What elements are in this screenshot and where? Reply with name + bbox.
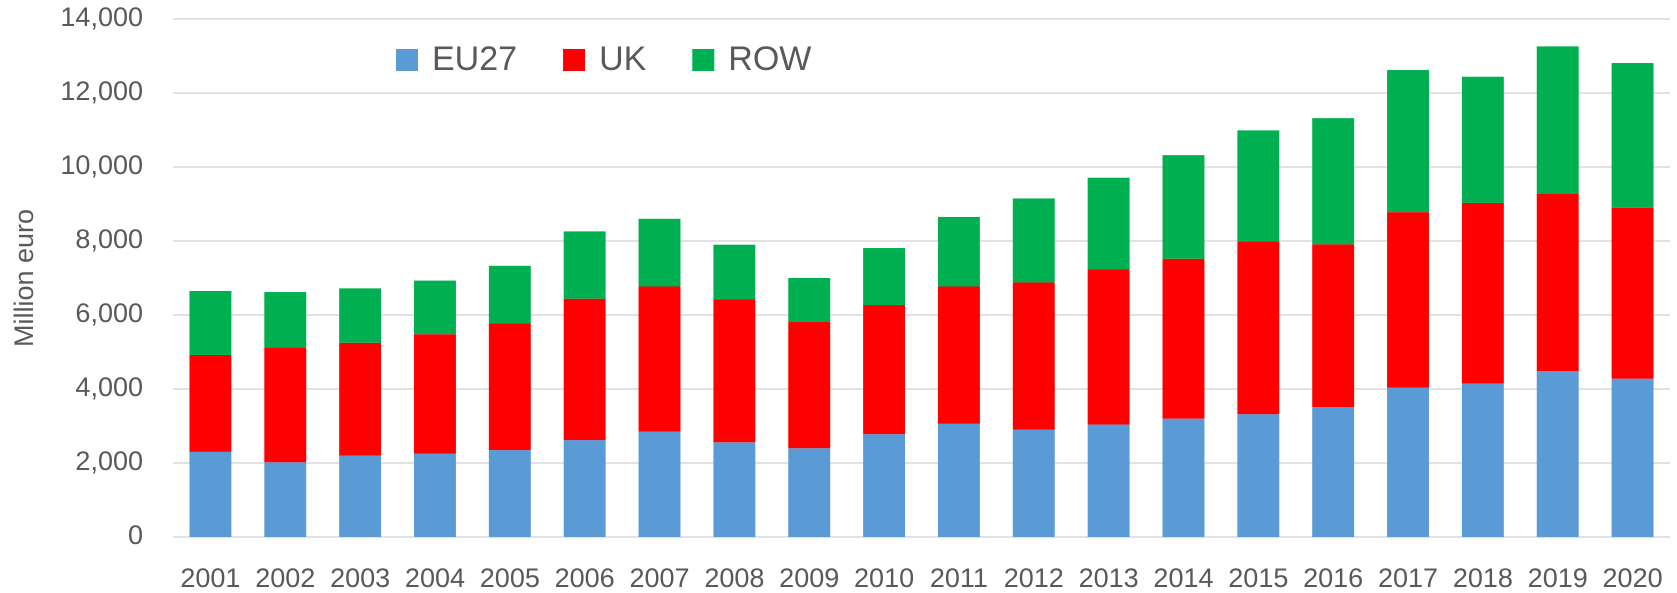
bar-segment xyxy=(488,323,531,451)
x-tick-label: 2003 xyxy=(330,563,390,593)
bar-segment xyxy=(937,423,980,537)
legend-swatch xyxy=(396,49,418,71)
bar-segment xyxy=(1087,269,1130,425)
bar-segment xyxy=(1611,207,1654,379)
bar-segment xyxy=(1387,387,1429,537)
bar-segment xyxy=(488,450,531,537)
legend-swatch xyxy=(692,49,715,71)
bar-segment xyxy=(488,265,531,324)
bar-segment xyxy=(1162,155,1205,259)
bar-segment xyxy=(1237,414,1280,537)
bar-segment xyxy=(563,231,606,299)
bar-segment xyxy=(189,451,232,537)
bar-segment xyxy=(1387,70,1429,213)
bar-segment xyxy=(563,298,606,441)
y-axis-label: Million euro xyxy=(9,209,39,347)
bar-segment xyxy=(1611,378,1654,537)
x-tick-label: 2010 xyxy=(854,563,914,593)
bar-segment xyxy=(1461,202,1504,384)
x-tick-label: 2005 xyxy=(480,563,540,593)
legend: EU27 UK ROW xyxy=(396,40,811,78)
bar-segment xyxy=(1611,63,1654,208)
x-tick-label: 2019 xyxy=(1528,563,1588,593)
bar-segment xyxy=(1012,282,1055,430)
bar-segment xyxy=(1312,407,1355,537)
bar-segment xyxy=(339,342,382,456)
bar-segment xyxy=(1536,46,1579,194)
bar-segment xyxy=(264,292,307,348)
bar-segment xyxy=(339,288,382,343)
bar-segment xyxy=(638,431,681,537)
bar-segment xyxy=(339,455,382,537)
x-tick-label: 2014 xyxy=(1153,563,1213,593)
bar-segment xyxy=(863,434,906,537)
bar-segment xyxy=(638,218,681,287)
bar-segment xyxy=(414,334,456,454)
x-tick-label: 2006 xyxy=(555,563,615,593)
bar-segment xyxy=(863,305,906,435)
bar-segment xyxy=(414,280,456,335)
bar-segment xyxy=(713,244,756,300)
bar-segment xyxy=(1312,244,1355,408)
bar-segment xyxy=(937,216,980,287)
y-tick-label: 4,000 xyxy=(75,372,143,402)
bar-segment xyxy=(1237,241,1280,415)
x-tick-label: 2009 xyxy=(779,563,839,593)
x-tick-label: 2008 xyxy=(704,563,764,593)
x-tick-label: 2015 xyxy=(1228,563,1288,593)
bar-segment xyxy=(1087,424,1130,537)
legend-label: EU27 xyxy=(432,40,517,78)
x-tick-label: 2007 xyxy=(629,563,689,593)
bar-segment xyxy=(1162,258,1205,419)
bar-segment xyxy=(1012,429,1055,537)
x-tick-label: 2011 xyxy=(930,563,988,593)
bar-segment xyxy=(1162,418,1205,537)
y-tick-label: 2,000 xyxy=(75,446,143,476)
y-tick-label: 6,000 xyxy=(75,298,143,328)
bar-segment xyxy=(788,322,831,449)
bar-segment xyxy=(1461,76,1504,203)
bar-segment xyxy=(638,286,681,432)
bar-segment xyxy=(563,440,606,537)
bar-segment xyxy=(1536,193,1579,372)
bar-segment xyxy=(1461,383,1504,537)
x-tick-label: 2002 xyxy=(255,563,315,593)
bar-segment xyxy=(264,462,307,537)
bar-segment xyxy=(1087,177,1130,270)
bar-segment xyxy=(1312,118,1355,245)
bar-segment xyxy=(1387,212,1429,388)
y-tick-label: 0 xyxy=(128,520,143,550)
bar-segment xyxy=(189,290,232,355)
bar-segment xyxy=(264,347,307,463)
bar-segment xyxy=(1536,371,1579,537)
y-tick-label: 12,000 xyxy=(60,76,143,106)
x-tick-label: 2004 xyxy=(405,563,465,593)
bar-segment xyxy=(713,442,756,537)
bar-segment xyxy=(788,278,831,323)
x-tick-label: 2013 xyxy=(1079,563,1139,593)
x-tick-label: 2018 xyxy=(1453,563,1513,593)
legend-label: UK xyxy=(599,40,647,78)
x-tick-label: 2001 xyxy=(180,563,240,593)
bar-segment xyxy=(189,354,232,452)
bar-segment xyxy=(788,448,831,537)
x-tick-label: 2012 xyxy=(1004,563,1064,593)
legend-label: ROW xyxy=(728,40,811,78)
x-tick-label: 2017 xyxy=(1378,563,1438,593)
y-tick-label: 14,000 xyxy=(60,2,143,32)
bar-segment xyxy=(1237,130,1280,242)
bar-segment xyxy=(937,286,980,424)
bar-segment xyxy=(863,248,906,306)
y-tick-label: 8,000 xyxy=(75,224,143,254)
legend-swatch xyxy=(563,49,586,71)
bar-segment xyxy=(1012,198,1055,283)
x-tick-label: 2020 xyxy=(1603,563,1663,593)
bar-segment xyxy=(414,453,456,537)
y-tick-label: 10,000 xyxy=(60,150,143,180)
bar-segment xyxy=(713,299,756,443)
x-tick-label: 2016 xyxy=(1303,563,1363,593)
